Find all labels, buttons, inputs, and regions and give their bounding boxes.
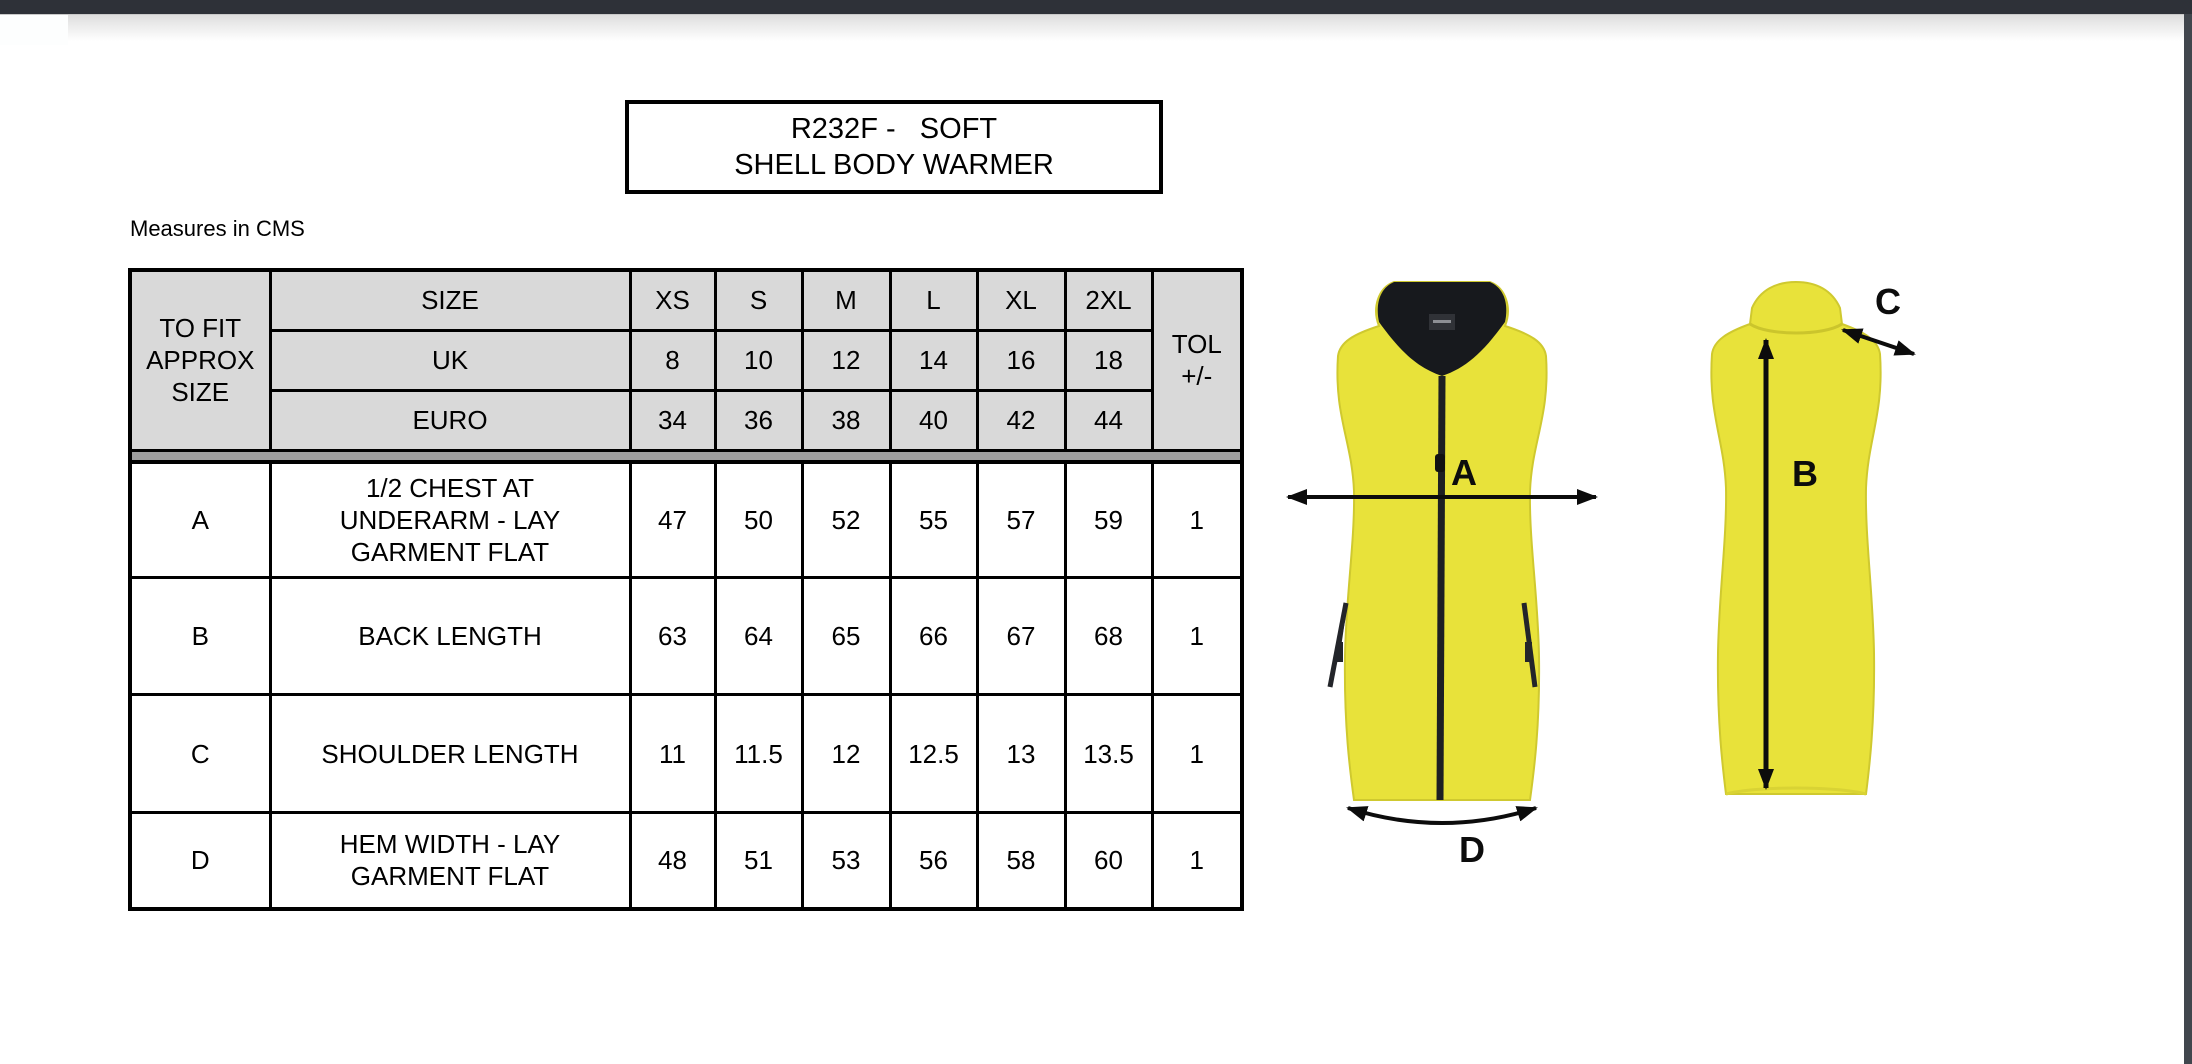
header-row-label: EURO — [268, 388, 632, 452]
tolerance-header-cell: TOL +/- — [1150, 268, 1244, 452]
tolerance-value-cell: 1 — [1150, 576, 1244, 696]
header-value-cell: 18 — [1063, 328, 1154, 392]
left-pocket-tab — [1336, 642, 1343, 662]
measure-value-cell: 50 — [713, 460, 804, 579]
product-code-title: R232F - SOFT — [790, 113, 998, 145]
measure-value-cell: 11.5 — [713, 693, 804, 814]
measure-label-cell: HEM WIDTH - LAY GARMENT FLAT — [268, 811, 632, 910]
size-table: TO FIT APPROX SIZE SIZE XS S M L XL 2XL TOL +/- U… — [128, 268, 1244, 911]
measures-note: Measures in CMS — [130, 216, 305, 241]
header-value-cell: XS — [628, 268, 717, 332]
measure-label-cell: SHOULDER LENGTH — [268, 693, 632, 814]
measure-value-cell: 48 — [628, 811, 717, 910]
product-name-title: SHELL BODY WARMER — [734, 149, 1054, 181]
tolerance-value-cell: 1 — [1150, 811, 1244, 910]
header-value-cell: 10 — [713, 328, 804, 392]
measure-key-cell: C — [128, 693, 272, 814]
tolerance-value-cell: 1 — [1150, 693, 1244, 814]
measure-label-cell: 1/2 CHEST AT UNDERARM - LAY GARMENT FLAT — [268, 460, 632, 579]
header-value-cell: 36 — [713, 388, 804, 452]
header-value-cell: 14 — [888, 328, 979, 392]
back-hem-shade — [1725, 786, 1867, 796]
measure-value-cell: 12.5 — [888, 693, 979, 814]
table-section-divider — [128, 448, 1244, 464]
measure-key-cell: B — [128, 576, 272, 696]
measure-value-cell: 51 — [713, 811, 804, 910]
measure-label-d: D — [1459, 829, 1485, 866]
header-value-cell: 44 — [1063, 388, 1154, 452]
measure-value-cell: 13.5 — [1063, 693, 1154, 814]
header-value-cell: 40 — [888, 388, 979, 452]
measure-value-cell: 12 — [800, 693, 892, 814]
measure-label-a: A — [1451, 452, 1477, 493]
header-value-cell: 42 — [975, 388, 1067, 452]
measure-label-cell: BACK LENGTH — [268, 576, 632, 696]
measure-value-cell: 68 — [1063, 576, 1154, 696]
header-value-cell: 34 — [628, 388, 717, 452]
corner-header-cell: TO FIT APPROX SIZE — [128, 268, 272, 452]
measure-value-cell: 53 — [800, 811, 892, 910]
measure-label-b: B — [1792, 453, 1818, 494]
header-value-cell: L — [888, 268, 979, 332]
measure-key-cell: A — [128, 460, 272, 579]
measure-value-cell: 13 — [975, 693, 1067, 814]
measure-value-cell: 11 — [628, 693, 717, 814]
size-chart: TO FIT APPROX SIZE SIZE XS S M L XL 2XL TOL +/- U… — [128, 268, 1244, 911]
measure-value-cell: 56 — [888, 811, 979, 910]
measure-value-cell: 55 — [888, 460, 979, 579]
right-pocket-tab — [1525, 642, 1532, 662]
header-value-cell: 38 — [800, 388, 892, 452]
header-value-cell: M — [800, 268, 892, 332]
measure-value-cell: 52 — [800, 460, 892, 579]
title-box: R232F - SOFT SHELL BODY WARMER — [625, 100, 1163, 194]
measure-value-cell: 57 — [975, 460, 1067, 579]
header-value-cell: 8 — [628, 328, 717, 392]
measure-value-cell: 58 — [975, 811, 1067, 910]
header-value-cell: S — [713, 268, 804, 332]
right-pocket-pull — [1522, 602, 1531, 645]
tolerance-value-cell: 1 — [1150, 460, 1244, 579]
header-value-cell: 12 — [800, 328, 892, 392]
header-value-cell: 2XL — [1063, 268, 1154, 332]
garment-back-view: B C — [1710, 280, 1916, 796]
measure-value-cell: 66 — [888, 576, 979, 696]
toolbar-shadow — [0, 14, 2192, 41]
measure-key-cell: D — [128, 811, 272, 910]
left-pocket-pull — [1338, 602, 1348, 645]
measure-value-cell: 60 — [1063, 811, 1154, 910]
page-margin — [0, 15, 68, 45]
measure-value-cell: 64 — [713, 576, 804, 696]
header-row-label: UK — [268, 328, 632, 392]
collar-label-text — [1433, 320, 1451, 323]
right-edge-bar — [2184, 14, 2192, 1064]
back-vest-body — [1710, 280, 1882, 795]
measure-value-cell: 67 — [975, 576, 1067, 696]
front-zipper-line — [1436, 375, 1446, 801]
measure-value-cell: 59 — [1063, 460, 1154, 579]
header-value-cell: XL — [975, 268, 1067, 332]
measure-arrow-d — [1346, 806, 1538, 825]
measure-value-cell: 47 — [628, 460, 717, 579]
measure-label-c: C — [1875, 281, 1901, 322]
measure-arrow-c — [1841, 328, 1916, 356]
garment-front-view: A D — [1286, 281, 1598, 866]
measure-value-cell: 65 — [800, 576, 892, 696]
header-row-label: SIZE — [268, 268, 632, 332]
measure-value-cell: 63 — [628, 576, 717, 696]
back-collar-seam — [1749, 322, 1843, 335]
zipper-pull — [1435, 454, 1445, 472]
header-value-cell: 16 — [975, 328, 1067, 392]
browser-top-bar — [0, 0, 2192, 14]
